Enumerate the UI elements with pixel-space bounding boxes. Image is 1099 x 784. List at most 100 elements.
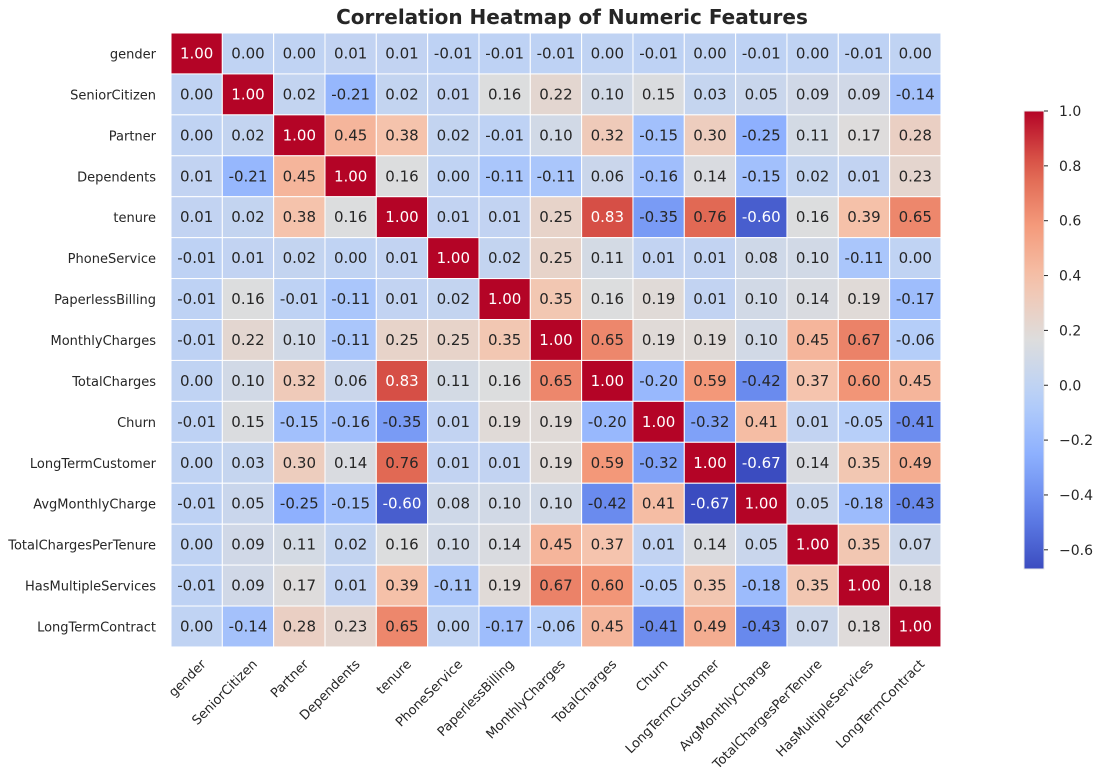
cell-value-AvgMonthlyCharge-gender: -0.01 bbox=[177, 495, 216, 513]
cell-value-PhoneService-TotalCharges: 0.11 bbox=[591, 249, 624, 267]
heatmap-cell-SeniorCitizen-Dependents bbox=[324, 73, 377, 116]
heatmap-cell-PhoneService-Dependents bbox=[324, 237, 377, 280]
cell-value-gender-TotalCharges: 0.00 bbox=[591, 44, 624, 62]
cell-value-Dependents-SeniorCitizen: -0.21 bbox=[229, 167, 268, 185]
heatmap-cell-TotalChargesPerTenure-HasMultipleServices bbox=[837, 523, 891, 566]
heatmap-cell-Churn-PaperlessBilling bbox=[478, 400, 531, 443]
row-label-LongTermCustomer: LongTermCustomer bbox=[30, 457, 157, 472]
cell-value-LongTermCustomer-Churn: -0.32 bbox=[639, 454, 678, 472]
cell-value-LongTermCustomer-PhoneService: 0.01 bbox=[437, 454, 470, 472]
heatmap-cell-LongTermCustomer-Churn bbox=[632, 441, 685, 484]
column-label-HasMultipleServices: HasMultipleServices bbox=[774, 657, 877, 760]
heatmap-cell-TotalChargesPerTenure-Partner bbox=[273, 523, 326, 566]
heatmap-cell-AvgMonthlyCharge-Churn bbox=[632, 482, 685, 525]
heatmap-cell-TotalChargesPerTenure-AvgMonthlyCharge bbox=[735, 523, 788, 566]
heatmap-cell-Churn-LongTermContract bbox=[889, 400, 942, 443]
cell-value-LongTermCustomer-Dependents: 0.14 bbox=[334, 454, 367, 472]
cell-value-LongTermCustomer-MonthlyCharges: 0.19 bbox=[539, 454, 572, 472]
heatmap-cell-Dependents-SeniorCitizen bbox=[221, 155, 275, 198]
row-label-Churn: Churn bbox=[117, 416, 156, 431]
cell-value-SeniorCitizen-PhoneService: 0.01 bbox=[437, 85, 470, 103]
heatmap-cell-LongTermContract-AvgMonthlyCharge bbox=[735, 605, 788, 648]
heatmap-cell-LongTermCustomer-Partner bbox=[273, 441, 326, 484]
column-label-LongTermCustomer: LongTermCustomer bbox=[623, 657, 723, 757]
cell-value-AvgMonthlyCharge-LongTermCustomer: -0.67 bbox=[691, 495, 730, 513]
row-label-TotalChargesPerTenure: TotalChargesPerTenure bbox=[7, 539, 156, 554]
cell-value-TotalChargesPerTenure-PaperlessBilling: 0.14 bbox=[488, 536, 521, 554]
cell-value-Dependents-PhoneService: 0.00 bbox=[437, 167, 470, 185]
heatmap-cell-Partner-TotalChargesPerTenure bbox=[786, 114, 839, 157]
cell-value-TotalCharges-HasMultipleServices: 0.60 bbox=[847, 372, 880, 390]
cell-value-PhoneService-gender: -0.01 bbox=[177, 249, 216, 267]
heatmap-cell-HasMultipleServices-TotalCharges bbox=[581, 564, 634, 607]
heatmap-cell-TotalCharges-TotalChargesPerTenure bbox=[786, 359, 839, 402]
heatmap-cell-PaperlessBilling-LongTermCustomer bbox=[683, 278, 737, 321]
heatmap-cell-gender-TotalCharges bbox=[581, 32, 634, 75]
cell-value-Partner-LongTermCustomer: 0.30 bbox=[693, 126, 726, 144]
cell-value-LongTermContract-Partner: 0.28 bbox=[283, 617, 316, 635]
heatmap-cell-AvgMonthlyCharge-LongTermCustomer bbox=[683, 482, 737, 525]
cell-value-SeniorCitizen-HasMultipleServices: 0.09 bbox=[847, 85, 880, 103]
cell-value-Churn-gender: -0.01 bbox=[177, 413, 216, 431]
column-label-Churn: Churn bbox=[633, 657, 671, 695]
cell-value-Partner-HasMultipleServices: 0.17 bbox=[847, 126, 880, 144]
cell-value-Churn-MonthlyCharges: 0.19 bbox=[539, 413, 572, 431]
row-label-tenure: tenure bbox=[113, 211, 156, 226]
cell-value-PhoneService-PaperlessBilling: 0.02 bbox=[488, 249, 521, 267]
cell-value-SeniorCitizen-SeniorCitizen: 1.00 bbox=[231, 85, 264, 103]
colorbar-tick-label: −0.6 bbox=[1059, 543, 1093, 559]
heatmap-cell-TotalChargesPerTenure-LongTermContract bbox=[889, 523, 942, 566]
cell-value-LongTermContract-HasMultipleServices: 0.18 bbox=[847, 617, 880, 635]
cell-value-TotalCharges-LongTermCustomer: 0.59 bbox=[693, 372, 726, 390]
cell-value-AvgMonthlyCharge-TotalChargesPerTenure: 0.05 bbox=[796, 495, 829, 513]
heatmap-cell-PaperlessBilling-Churn bbox=[632, 278, 685, 321]
heatmap-cell-gender-AvgMonthlyCharge bbox=[735, 32, 788, 75]
cell-value-Partner-Churn: -0.15 bbox=[639, 126, 678, 144]
heatmap-cell-Churn-HasMultipleServices bbox=[837, 400, 891, 443]
cell-value-HasMultipleServices-HasMultipleServices: 1.00 bbox=[847, 577, 880, 595]
heatmap-cell-gender-Churn bbox=[632, 32, 685, 75]
heatmap-cell-LongTermContract-Churn bbox=[632, 605, 685, 648]
cell-value-HasMultipleServices-PhoneService: -0.11 bbox=[434, 577, 473, 595]
heatmap-cell-TotalChargesPerTenure-SeniorCitizen bbox=[221, 523, 275, 566]
cell-value-PhoneService-tenure: 0.01 bbox=[385, 249, 418, 267]
cell-value-TotalCharges-Partner: 0.32 bbox=[283, 372, 316, 390]
heatmap-cell-LongTermCustomer-LongTermCustomer bbox=[683, 441, 737, 484]
heatmap-cell-PhoneService-PhoneService bbox=[427, 237, 480, 280]
cell-value-AvgMonthlyCharge-Partner: -0.25 bbox=[280, 495, 319, 513]
cell-value-Dependents-LongTermCustomer: 0.14 bbox=[693, 167, 726, 185]
cell-value-Churn-SeniorCitizen: 0.15 bbox=[231, 413, 264, 431]
cell-value-tenure-AvgMonthlyCharge: -0.60 bbox=[742, 208, 781, 226]
cell-value-SeniorCitizen-TotalChargesPerTenure: 0.09 bbox=[796, 85, 829, 103]
cell-value-PaperlessBilling-HasMultipleServices: 0.19 bbox=[847, 290, 880, 308]
cell-value-TotalCharges-SeniorCitizen: 0.10 bbox=[231, 372, 264, 390]
heatmap-cell-SeniorCitizen-PhoneService bbox=[427, 73, 480, 116]
cell-value-TotalChargesPerTenure-Dependents: 0.02 bbox=[334, 536, 367, 554]
colorbar-tick-label: 0.4 bbox=[1059, 269, 1081, 285]
cell-value-Partner-SeniorCitizen: 0.02 bbox=[231, 126, 264, 144]
heatmap-cell-Dependents-Churn bbox=[632, 155, 685, 198]
row-label-TotalCharges: TotalCharges bbox=[71, 375, 156, 390]
heatmap-cell-Partner-MonthlyCharges bbox=[529, 114, 583, 157]
cell-value-PhoneService-MonthlyCharges: 0.25 bbox=[539, 249, 572, 267]
cell-value-PaperlessBilling-TotalChargesPerTenure: 0.14 bbox=[796, 290, 829, 308]
cell-value-Dependents-Dependents: 1.00 bbox=[334, 167, 367, 185]
heatmap-cell-SeniorCitizen-HasMultipleServices bbox=[837, 73, 891, 116]
cell-value-TotalCharges-PaperlessBilling: 0.16 bbox=[488, 372, 521, 390]
cell-value-SeniorCitizen-AvgMonthlyCharge: 0.05 bbox=[745, 85, 778, 103]
cell-value-Churn-LongTermCustomer: -0.32 bbox=[691, 413, 730, 431]
heatmap-cell-TotalCharges-MonthlyCharges bbox=[529, 359, 583, 402]
heatmap-cell-HasMultipleServices-TotalChargesPerTenure bbox=[786, 564, 839, 607]
cell-value-PaperlessBilling-LongTermCustomer: 0.01 bbox=[693, 290, 726, 308]
heatmap-cell-TotalCharges-Partner bbox=[273, 359, 326, 402]
cell-value-Churn-Partner: -0.15 bbox=[280, 413, 319, 431]
cell-value-gender-PhoneService: -0.01 bbox=[434, 44, 473, 62]
cell-value-Dependents-tenure: 0.16 bbox=[385, 167, 418, 185]
cell-value-PhoneService-Partner: 0.02 bbox=[283, 249, 316, 267]
heatmap-cell-LongTermCustomer-MonthlyCharges bbox=[529, 441, 583, 484]
chart-title: Correlation Heatmap of Numeric Features bbox=[336, 5, 808, 29]
cell-value-gender-LongTermCustomer: 0.00 bbox=[693, 44, 726, 62]
cell-value-gender-tenure: 0.01 bbox=[385, 44, 418, 62]
heatmap-cell-tenure-Partner bbox=[273, 196, 326, 239]
